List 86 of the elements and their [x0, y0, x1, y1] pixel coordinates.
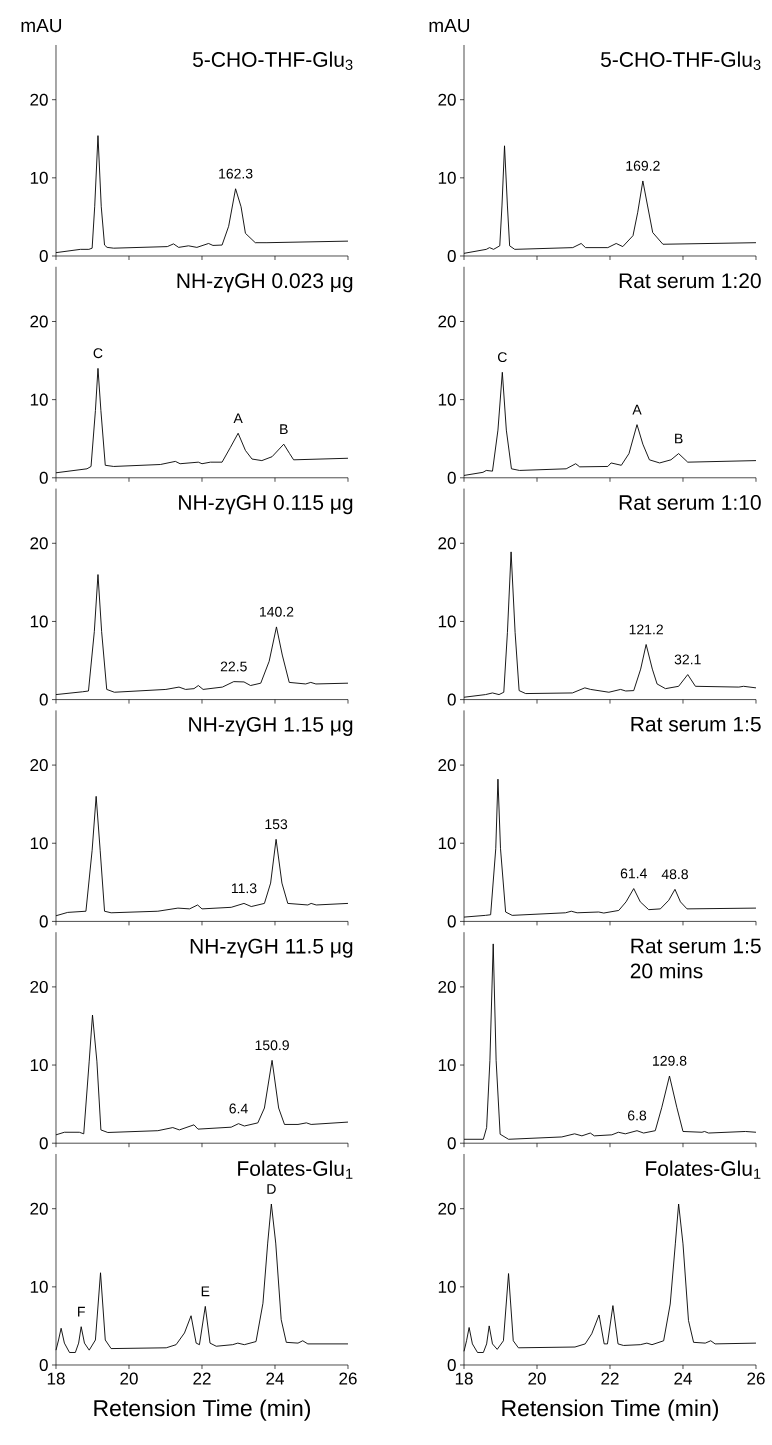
x-axis-title: Retension Time (min)	[502, 1399, 719, 1421]
annotation: 169.2	[626, 160, 660, 171]
y-tick-label: 20	[438, 759, 456, 772]
x-tick-label: 26	[339, 1372, 357, 1385]
chart-title: Rat serum 1:10	[619, 495, 761, 510]
y-tick-label: 10	[438, 393, 456, 406]
y-tick-label: 10	[438, 837, 456, 850]
y-tick-label: 20	[438, 1202, 456, 1215]
x-axis-title: Retension Time (min)	[94, 1399, 311, 1421]
annotation: D	[267, 1184, 276, 1194]
y-tick-label: 0	[447, 915, 456, 928]
chart-title: 5-CHO-THF-Glu$_{3}$	[192, 51, 353, 70]
annotation: 6.4	[229, 1103, 248, 1114]
annotation: E	[201, 1286, 210, 1297]
y-tick-label: 20	[30, 1202, 48, 1215]
x-tick-label: 18	[455, 1372, 473, 1385]
y-tick-label: 20	[30, 980, 48, 993]
annotation: B	[675, 433, 683, 444]
y-tick-label: 20	[438, 315, 456, 328]
y-tick-label: 20	[30, 537, 48, 550]
annotation: F	[78, 1306, 85, 1317]
y-axis-title: mAU	[429, 18, 470, 33]
y-tick-label: 20	[438, 93, 456, 106]
annotation: 153	[265, 819, 288, 830]
y-tick-label: 0	[447, 249, 456, 263]
annotation: 121.2	[629, 624, 663, 635]
y-tick-label: 20	[30, 759, 48, 772]
annotation: 140.2	[260, 606, 294, 617]
y-tick-label: 10	[30, 1280, 48, 1293]
annotation: B	[280, 424, 288, 434]
x-tick-label: 22	[601, 1372, 619, 1385]
y-tick-label: 0	[39, 693, 48, 706]
x-tick-label: 18	[47, 1372, 65, 1385]
annotation: A	[632, 404, 642, 415]
y-tick-label: 20	[30, 315, 48, 328]
chart-title: NH-zγGH 11.5 μg	[190, 938, 353, 958]
y-tick-label: 0	[39, 249, 48, 263]
y-tick-label: 0	[447, 471, 456, 484]
chart-title: NH-zγGH 0.115 μg	[179, 495, 353, 515]
x-tick-label: 20	[120, 1372, 138, 1385]
y-tick-label: 0	[39, 471, 48, 484]
x-tick-label: 22	[193, 1372, 211, 1385]
x-tick-label: 20	[528, 1372, 546, 1385]
text: 20 mins	[630, 962, 703, 979]
chart-title: NH-zγGH 0.023 μg	[177, 273, 353, 293]
y-tick-label: 10	[30, 1059, 48, 1072]
y-tick-label: 20	[30, 93, 48, 106]
y-tick-label: 10	[30, 393, 48, 406]
y-tick-label: 0	[39, 1358, 48, 1372]
x-tick-label: 24	[266, 1372, 284, 1385]
y-tick-label: 10	[438, 1280, 456, 1293]
chart-title: 5-CHO-THF-Glu$_{3}$	[600, 51, 761, 70]
annotation: C	[497, 352, 507, 363]
annotation: 22.5	[220, 661, 247, 672]
y-tick-label: 20	[438, 537, 456, 550]
y-tick-label: 0	[447, 693, 456, 706]
chart-title: NH-zγGH 1.15 μg	[189, 716, 353, 736]
x-tick-label: 24	[674, 1372, 692, 1385]
chart-title: Folates-Glu$_{1}$	[646, 1160, 761, 1179]
y-tick-label: 10	[438, 615, 456, 628]
annotation: A	[233, 413, 243, 424]
chart-title: Rat serum 1:20	[619, 273, 761, 289]
y-tick-label: 10	[30, 171, 48, 184]
annotation: 150.9	[255, 1040, 289, 1051]
annotation: 162.3	[219, 168, 253, 179]
annotation: C	[93, 348, 103, 359]
y-tick-label: 10	[438, 171, 456, 184]
annotation: 48.8	[661, 869, 688, 880]
annotation: 6.8	[627, 1110, 647, 1121]
chart-title: Folates-Glu$_{1}$	[238, 1160, 353, 1179]
y-tick-label: 20	[438, 980, 456, 993]
y-tick-label: 10	[30, 837, 48, 850]
chart-title: Rat serum 1:5	[631, 938, 761, 954]
y-tick-label: 0	[447, 1137, 456, 1150]
x-tick-label: 26	[747, 1372, 765, 1385]
y-tick-label: 0	[39, 915, 48, 928]
y-tick-label: 0	[447, 1358, 456, 1372]
y-tick-label: 10	[30, 615, 48, 628]
y-axis-title: mAU	[21, 18, 62, 33]
annotation: 129.8	[653, 1055, 687, 1066]
annotation: 61.4	[620, 868, 647, 879]
annotation: 32.1	[674, 654, 701, 665]
chart-title: Rat serum 1:5	[631, 716, 761, 732]
annotation: 11.3	[231, 883, 257, 894]
y-tick-label: 10	[438, 1059, 456, 1072]
y-tick-label: 0	[39, 1137, 48, 1150]
